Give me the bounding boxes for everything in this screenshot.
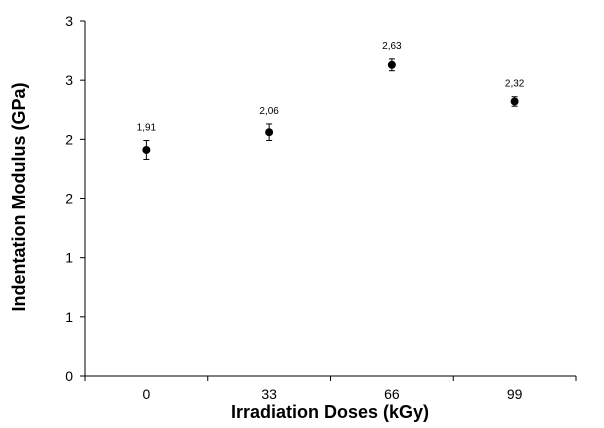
y-tick-label: 3 [65,13,73,29]
y-tick-label: 0 [65,368,73,384]
x-axis-ticks: 0 33 66 99 [84,376,577,402]
x-tick-label: 0 [142,386,150,402]
y-tick-label: 2 [65,191,73,207]
x-tick-label: 33 [261,386,277,402]
y-tick-label: 1 [65,309,73,325]
x-tick-label: 99 [507,386,523,402]
data-point [387,60,396,69]
data-marks: 1,91 2,06 2,63 2,32 [137,41,525,160]
data-label: 2,06 [259,106,279,117]
data-point [510,97,519,106]
y-tick-label: 2 [65,131,73,147]
y-axis-title: Indentation Modulus (GPa) [9,83,29,312]
x-axis-title: Irradiation Doses (kGy) [231,402,429,422]
y-tick-label: 3 [65,72,73,88]
data-point [265,128,274,137]
y-axis-ticks: 0 1 1 2 2 3 3 [65,13,85,384]
y-tick-label: 1 [65,250,73,266]
data-label: 2,32 [505,79,525,90]
x-tick-label: 66 [384,386,400,402]
axes [84,21,576,377]
data-label: 1,91 [137,123,157,134]
data-point [142,145,151,154]
data-label: 2,63 [382,41,402,52]
